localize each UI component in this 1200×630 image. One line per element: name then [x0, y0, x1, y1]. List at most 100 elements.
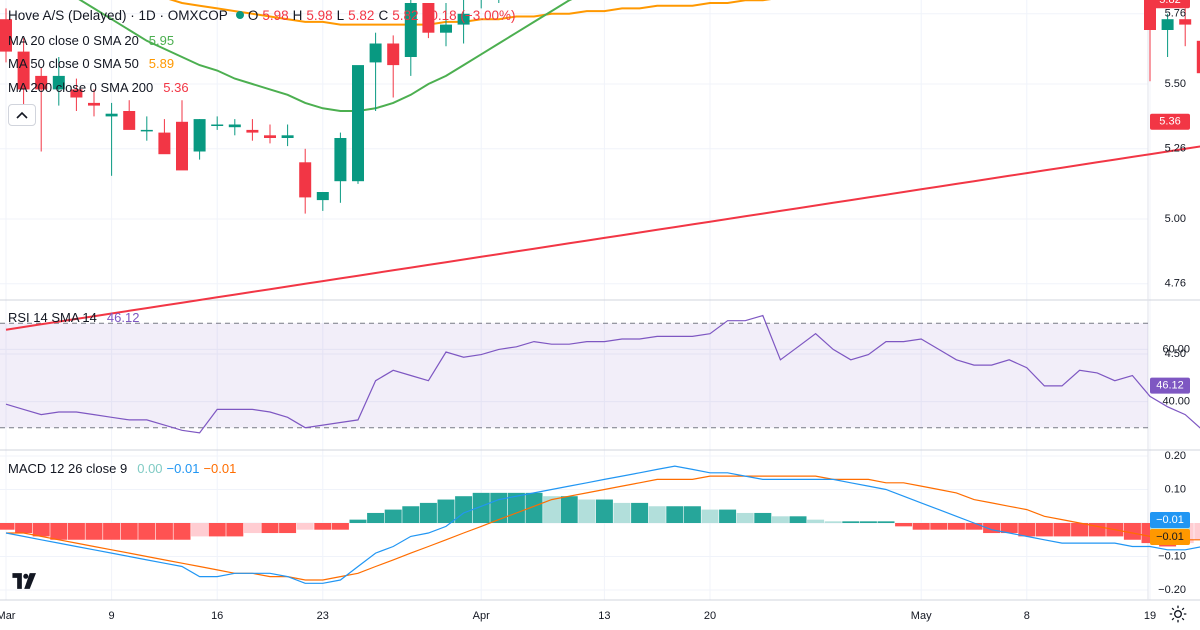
macd-histogram-bar — [1035, 523, 1053, 537]
macd-line-path — [5, 465, 1200, 584]
candle-body — [387, 43, 400, 66]
time-axis-label: 16 — [211, 610, 223, 622]
ma200-path — [5, 145, 1200, 331]
macd-histogram-bar — [1071, 523, 1089, 537]
macd-histogram-bar — [595, 499, 613, 523]
candle-body — [264, 135, 276, 138]
candle-body — [281, 135, 294, 138]
macd-histogram-bar — [314, 523, 332, 530]
macd-signal-path — [6, 475, 1200, 581]
candle-body — [352, 65, 364, 182]
candle-body — [35, 75, 48, 90]
macd-histogram-bar — [1194, 523, 1200, 540]
rsi-value: 46.12 — [106, 310, 140, 325]
macd-histogram-bar — [120, 523, 138, 540]
candles[interactable] — [0, 0, 1200, 214]
macd-histogram-bar — [103, 523, 121, 540]
ticker-name: Hove A/S (Delayed) · 1D · OMXCOP — [8, 8, 228, 23]
candle-body — [228, 124, 241, 128]
macd-histogram-bar — [1018, 523, 1036, 537]
time-axis-label: 23 — [317, 610, 329, 622]
macd-histogram-bar — [507, 492, 525, 523]
price-axis[interactable]: 6.506.266.005.765.505.265.004.764.5060.0… — [1158, 0, 1190, 596]
ma50-legend[interactable]: MA 50 close 0 SMA 50 5.89 — [8, 56, 178, 72]
candle-body — [193, 119, 206, 152]
change-value: −0.18 (−3.00%) — [422, 8, 516, 23]
rsi-legend[interactable]: RSI 14 SMA 14 46.12 — [8, 310, 143, 326]
macd-legend[interactable]: MACD 12 26 close 9 0.00 −0.01 −0.01 — [8, 461, 240, 477]
macd-histogram-bar — [85, 523, 103, 540]
rsi-path — [5, 314, 1200, 434]
ohlc-low-key: L — [336, 8, 345, 23]
ma20-label: MA 20 close 0 SMA 20 — [8, 33, 139, 48]
macd-tag: −0.01 — [1156, 531, 1184, 543]
macd-histogram-bar — [789, 516, 807, 523]
macd-histogram-bar — [208, 523, 226, 537]
ma50-label: MA 50 close 0 SMA 50 — [8, 56, 139, 71]
price-axis-label: 5.26 — [1165, 143, 1186, 155]
price-axis-label: 5.76 — [1165, 8, 1186, 20]
macd-histogram-bar — [719, 509, 737, 523]
ma20-value: 5.95 — [148, 33, 175, 48]
macd-histogram-bar — [279, 523, 297, 534]
candle-body — [299, 162, 312, 198]
ma20-path — [78, 0, 573, 112]
macd-lines — [5, 465, 1200, 584]
time-axis-label: 19 — [1144, 610, 1156, 622]
ohlc-open-key: O — [247, 8, 259, 23]
macd-histogram-bar — [32, 523, 50, 537]
macd-histogram-bar — [349, 519, 367, 523]
macd-histogram-bar — [419, 502, 437, 523]
time-axis-label: 9 — [109, 610, 115, 622]
candle-body — [246, 129, 259, 133]
ma50-line — [168, 0, 772, 26]
ma50-value: 5.89 — [148, 56, 175, 71]
price-tag: 5.36 — [1159, 116, 1180, 128]
candle-body — [88, 102, 100, 106]
macd-histogram-bar — [578, 499, 596, 523]
time-axis[interactable]: Mar91623Apr1320May819Jun916 — [0, 610, 1200, 622]
ma20-legend[interactable]: MA 20 close 0 SMA 20 5.95 — [8, 33, 178, 49]
macd-histogram-bar — [543, 496, 561, 523]
macd-histogram-bar — [455, 496, 473, 523]
time-axis-label: 8 — [1024, 610, 1030, 622]
macd-histogram-bar — [173, 523, 191, 540]
price-tag: 5.82 — [1159, 0, 1180, 6]
macd-histogram-bar — [138, 523, 156, 540]
macd-histogram-bar — [736, 512, 754, 523]
ticker-legend[interactable]: Hove A/S (Delayed) · 1D · OMXCOP O 5.98 H 5.… — [8, 8, 520, 24]
macd-histogram — [0, 492, 1200, 547]
macd-histogram-bar — [191, 523, 209, 537]
macd-histogram-bar — [842, 521, 860, 523]
price-tag-bg — [1150, 113, 1190, 130]
macd-label: MACD 12 26 close 9 — [8, 461, 128, 476]
tradingview-logo-icon[interactable] — [10, 570, 40, 592]
price-axis-label: 5.00 — [1165, 213, 1186, 225]
candle-body — [176, 121, 188, 171]
macd-histogram-bar — [155, 523, 173, 540]
ma20-line — [78, 0, 573, 112]
candle-body — [1161, 19, 1174, 30]
ohlc-close-value: 5.82 — [392, 8, 419, 23]
ma200-legend[interactable]: MA 200 close 0 SMA 200 5.36 — [8, 80, 193, 96]
candle-body — [17, 51, 30, 90]
price-axis-label: 5.50 — [1165, 78, 1186, 90]
price-tag-bg — [1150, 0, 1190, 9]
candle-body — [334, 138, 347, 182]
macd-axis-label: 0.20 — [1165, 450, 1186, 462]
macd-histogram-bar — [1053, 523, 1071, 537]
macd-signal-value: −0.01 — [203, 461, 237, 476]
candle-body — [123, 111, 136, 130]
macd-histogram-bar — [631, 502, 649, 523]
settings-gear-icon[interactable] — [1168, 604, 1188, 624]
time-axis-label: Apr — [473, 610, 490, 622]
rsi-band — [0, 322, 1148, 429]
time-axis-label: 13 — [598, 610, 610, 622]
chevron-up-icon — [16, 111, 28, 119]
macd-histogram-bar — [771, 516, 789, 523]
collapse-legend-button[interactable] — [8, 104, 36, 126]
candle-body — [369, 43, 382, 63]
ohlc-close-key: C — [378, 8, 389, 23]
macd-histogram-bar — [824, 521, 842, 523]
